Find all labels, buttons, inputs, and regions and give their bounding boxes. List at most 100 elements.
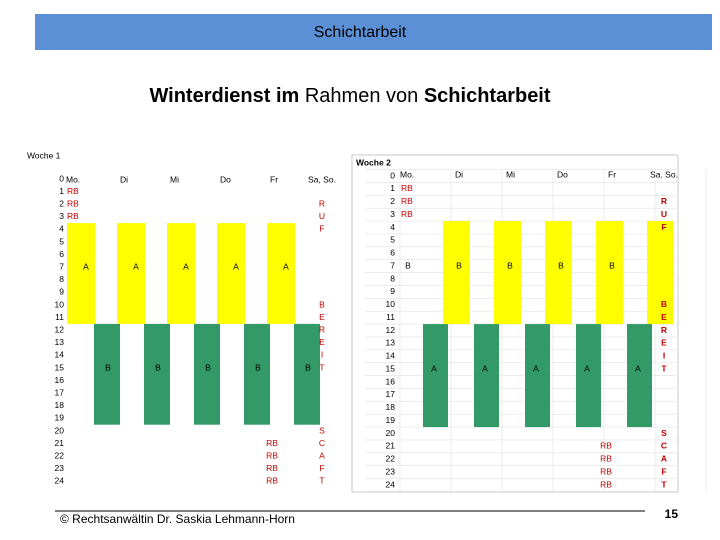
standby-label: RB <box>67 211 79 221</box>
hour-label: 10 <box>386 299 396 309</box>
hour-label: 24 <box>386 479 396 489</box>
shift-label: A <box>482 363 488 373</box>
day-label: Fr <box>608 169 616 179</box>
weekend-letter: R <box>661 196 667 206</box>
hour-label: 6 <box>59 249 64 259</box>
weekend-letter: E <box>661 338 667 348</box>
standby-label: RB <box>600 479 612 489</box>
weekend-letter: I <box>321 350 323 360</box>
header-title: Schichtarbeit <box>314 24 407 41</box>
weekend-letter: T <box>319 362 324 372</box>
standby-label: RB <box>401 209 413 219</box>
weekend-letter: C <box>319 438 325 448</box>
standby-label: RB <box>401 183 413 193</box>
hour-label: 13 <box>386 338 396 348</box>
title-part: Schichtarbeit <box>424 85 551 107</box>
hour-label: 14 <box>386 351 396 361</box>
early-block <box>647 221 674 325</box>
weekend-letter: R <box>319 324 325 334</box>
early-block <box>267 223 295 324</box>
weekend-letter: S <box>661 428 667 438</box>
hour-label: 24 <box>55 476 65 486</box>
hour-label: 9 <box>59 287 64 297</box>
standby-label: RB <box>266 438 278 448</box>
page-number: 15 <box>665 507 679 521</box>
hour-label: 4 <box>390 222 395 232</box>
day-label: Mo. <box>66 174 80 184</box>
standby-label: RB <box>67 198 79 208</box>
hour-label: 10 <box>55 299 65 309</box>
early-block <box>117 223 145 324</box>
weekend-letter: I <box>663 351 665 361</box>
day-label: Mo. <box>400 169 414 179</box>
hour-label: 0 <box>59 173 64 183</box>
day-label: Di <box>120 174 128 184</box>
late-block <box>474 324 499 428</box>
hour-label: 16 <box>55 375 65 385</box>
late-block <box>194 323 220 425</box>
weekend-letter: C <box>661 441 667 451</box>
shift-label: A <box>133 261 139 271</box>
shift-label: B <box>405 260 411 270</box>
shift-label: B <box>558 260 564 270</box>
hour-label: 11 <box>55 312 64 322</box>
shift-label: B <box>507 260 513 270</box>
weekend-letter: T <box>319 476 324 486</box>
shift-label: A <box>233 261 239 271</box>
hour-label: 1 <box>390 183 395 193</box>
shift-label: B <box>155 362 161 372</box>
weekend-letter: T <box>661 363 667 373</box>
day-label: Do <box>557 169 568 179</box>
shift-label: A <box>635 363 641 373</box>
shift-label: B <box>609 260 615 270</box>
standby-label: RB <box>600 441 612 451</box>
hour-label: 1 <box>59 186 64 196</box>
hour-label: 11 <box>386 312 395 322</box>
hour-label: 19 <box>386 415 396 425</box>
shift-label: A <box>584 363 590 373</box>
hour-label: 19 <box>55 413 65 423</box>
hour-label: 17 <box>55 387 65 397</box>
late-block <box>576 324 601 428</box>
day-label: Fr <box>270 174 278 184</box>
standby-label: RB <box>67 186 79 196</box>
weekend-letter: F <box>319 463 324 473</box>
hour-label: 2 <box>59 198 64 208</box>
shift-label: B <box>305 362 311 372</box>
hour-label: 4 <box>59 224 64 234</box>
hour-label: 17 <box>386 389 396 399</box>
late-block <box>244 323 270 425</box>
shift-label: A <box>533 363 539 373</box>
early-block <box>596 221 623 325</box>
day-label: Mi <box>170 174 179 184</box>
hour-label: 7 <box>390 260 395 270</box>
weekend-letter: E <box>661 312 667 322</box>
hour-label: 12 <box>386 325 396 335</box>
title-part: Rahmen von <box>305 85 418 107</box>
weekend-letter: U <box>661 209 667 219</box>
hour-label: 23 <box>55 463 65 473</box>
day-label: Sa, So. <box>308 174 336 184</box>
weekend-letter: F <box>661 222 666 232</box>
late-block <box>144 323 170 425</box>
weekend-letter: S <box>319 425 325 435</box>
shift-label: B <box>205 362 211 372</box>
weekend-letter: B <box>661 299 667 309</box>
weekend-letter: R <box>319 198 325 208</box>
day-label: Sa. So. <box>650 169 678 179</box>
footer-author: © Rechtsanwältin Dr. Saskia Lehmann-Horn <box>60 512 295 526</box>
shift-label: B <box>456 260 462 270</box>
hour-label: 13 <box>55 337 65 347</box>
hour-label: 5 <box>390 235 395 245</box>
weekend-letter: R <box>661 325 667 335</box>
hour-label: 8 <box>390 273 395 283</box>
shift-label: A <box>283 261 289 271</box>
hour-label: 5 <box>59 236 64 246</box>
shift-label: A <box>431 363 437 373</box>
late-block <box>294 323 320 425</box>
standby-label: RB <box>266 463 278 473</box>
slide-title: Winterdienst im Rahmen von Schichtarbeit <box>149 85 550 107</box>
early-block <box>494 221 521 325</box>
hour-label: 14 <box>55 350 65 360</box>
standby-label: RB <box>401 196 413 206</box>
